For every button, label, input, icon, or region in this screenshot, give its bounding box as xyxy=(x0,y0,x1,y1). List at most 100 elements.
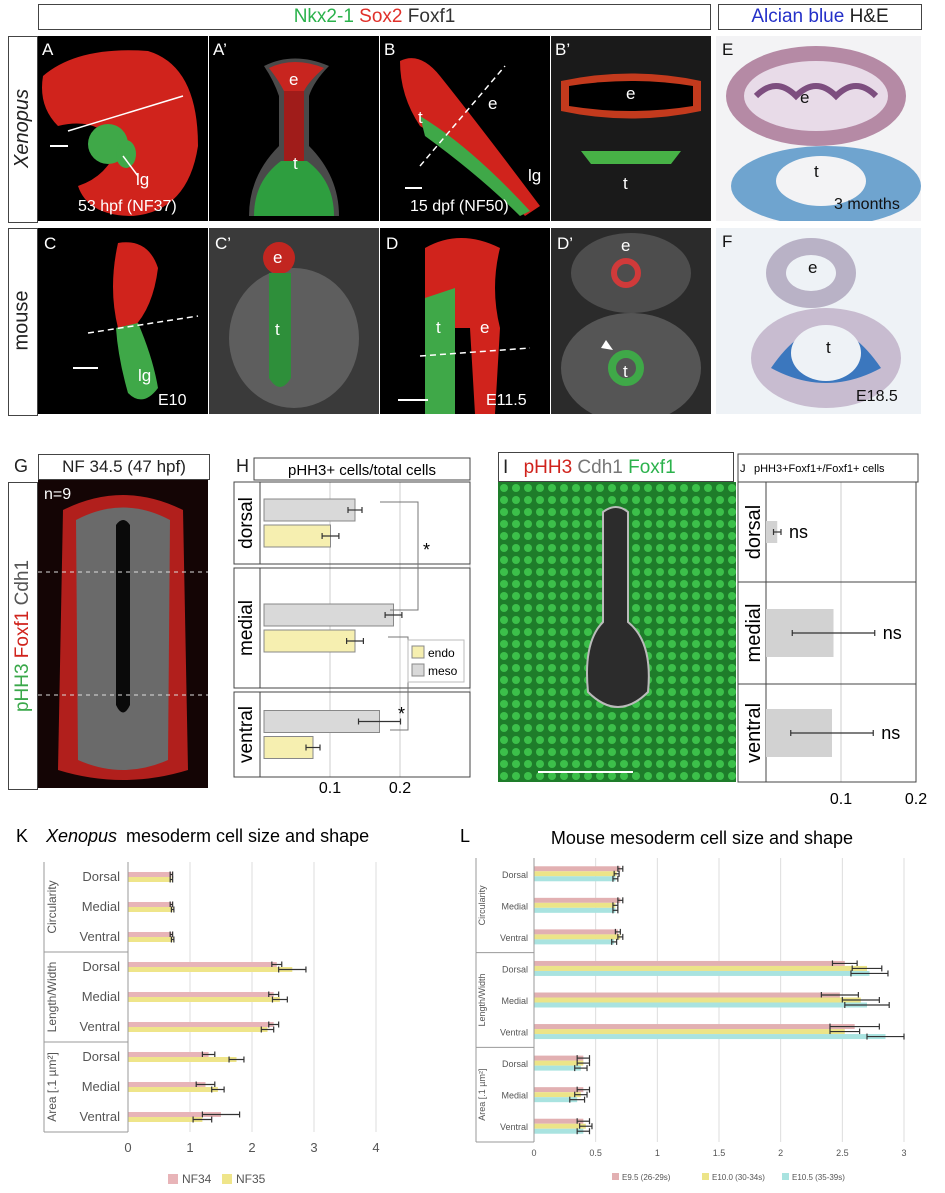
chart-l-bar-0-2 xyxy=(534,929,618,935)
panel-g-side-label: pHH3 Foxf1 Cdh1 xyxy=(8,482,38,790)
panel-c-lg: lg xyxy=(138,366,152,385)
chart-j-tick-0: 0.1 xyxy=(830,791,852,808)
chart-l-letter: L xyxy=(460,826,470,846)
panel-a2-letter: A’ xyxy=(213,40,227,59)
chart-h-group-label-ventral: ventral xyxy=(236,706,257,763)
panel-d2: D’ e t xyxy=(551,228,711,414)
chart-l-group-label-2: Area [.1 µm²] xyxy=(477,1069,487,1121)
chart-l-tick-1: 0.5 xyxy=(589,1148,602,1158)
panel-c2: C’ e t xyxy=(209,228,379,414)
chart-k-group-label-1: Length/Width xyxy=(45,962,59,1033)
chart-k-bar-0-0 xyxy=(128,872,172,877)
chart-l-bar-1-7 xyxy=(534,1092,581,1098)
chart-l-bar-1-2 xyxy=(534,934,621,940)
chart-l-bar-2-0 xyxy=(534,876,616,882)
chart-l-bar-1-1 xyxy=(534,902,616,908)
panel-c: C lg E10 xyxy=(38,228,208,414)
side-foxf1: Foxf1 xyxy=(12,610,33,659)
chart-j-title: pHH3+Foxf1+/Foxf1+ cells xyxy=(754,463,885,475)
panel-d-letter: D xyxy=(386,234,399,253)
panel-g-side-text: pHH3 Foxf1 Cdh1 xyxy=(12,483,34,789)
chart-h-bar-meso-dorsal xyxy=(263,498,356,522)
panel-i-cdh1: Cdh1 xyxy=(577,457,623,478)
panel-e: E e t 3 months xyxy=(716,36,921,221)
chart-k: K Xenopus mesoderm cell size and shape 0 1 2 3… xyxy=(16,826,380,1186)
stain-legend-header: Nkx2-1 Sox2 Foxf1 xyxy=(38,4,711,30)
panel-i-letter: I xyxy=(503,457,509,478)
chart-k-row-label-0: Dorsal xyxy=(82,869,120,884)
chart-k-row-label-3: Dorsal xyxy=(82,959,120,974)
chart-l-title: Mouse mesoderm cell size and shape xyxy=(551,828,853,848)
chart-l-bar-1-3 xyxy=(534,965,867,971)
panel-g-letter: G xyxy=(14,456,29,476)
panel-b2-letter: B’ xyxy=(555,40,571,59)
panel-e-stage: 3 months xyxy=(834,196,900,213)
chart-j-annot-dorsal: ns xyxy=(789,522,808,542)
panel-b-t: t xyxy=(418,108,423,127)
chart-k-tick-1: 1 xyxy=(186,1140,193,1155)
panel-i-image xyxy=(498,482,736,782)
chart-k-bar-0-5 xyxy=(128,1022,274,1027)
chart-l-row-label-5: Ventral xyxy=(500,1028,528,1038)
chart-k-letter: K xyxy=(16,826,28,846)
chart-l-bar-1-8 xyxy=(534,1123,586,1129)
chart-l-bar-1-0 xyxy=(534,871,617,877)
chart-h-bar-meso-medial xyxy=(263,603,394,627)
chart-j-group-label-dorsal: dorsal xyxy=(743,505,765,559)
chart-h-section-ventral xyxy=(233,691,471,778)
chart-l-bar-2-7 xyxy=(534,1097,578,1103)
panel-d2-letter: D’ xyxy=(557,234,574,253)
panel-f-t: t xyxy=(826,338,831,357)
chart-j-bar-dorsal xyxy=(766,521,778,543)
chart-k-bar-1-3 xyxy=(128,967,293,972)
panel-d-t: t xyxy=(436,318,441,337)
panel-b2-e: e xyxy=(626,84,636,103)
chart-j-group-box-dorsal xyxy=(737,481,767,583)
panel-b2-t: t xyxy=(623,174,628,193)
panel-a2: A’ e t xyxy=(209,36,379,221)
row-label-xenopus: Xenopus xyxy=(8,36,38,223)
chart-l-tick-2: 1 xyxy=(655,1148,660,1158)
chart-k-bar-0-3 xyxy=(128,962,277,967)
chart-l-bar-2-8 xyxy=(534,1128,584,1134)
panel-d: D t e E11.5 xyxy=(380,228,550,414)
panel-a-letter: A xyxy=(42,40,54,59)
chart-k-group-label-2: Area [.1 µm²] xyxy=(45,1052,59,1122)
chart-h-group-box-medial xyxy=(233,567,261,689)
chart-l-tick-4: 2 xyxy=(778,1148,783,1158)
panel-a2-e: e xyxy=(289,70,299,89)
chart-l-tick-0: 0 xyxy=(531,1148,536,1158)
chart-k-legend-nf34: NF34 xyxy=(182,1172,212,1186)
chart-h-legend-meso-swatch xyxy=(411,663,425,677)
chart-h-bar-endo-medial xyxy=(263,629,356,653)
panel-a-image xyxy=(42,50,198,217)
stain-foxf1: Foxf1 xyxy=(407,6,456,27)
chart-l-bar-2-4 xyxy=(534,1002,867,1008)
stain-alcian: Alcian blue xyxy=(751,6,845,27)
chart-h: pHH3+ cells/total cells dorsal medial ventr… xyxy=(233,457,471,797)
panel-d2-e: e xyxy=(621,236,631,255)
chart-l-bar-0-7 xyxy=(534,1087,584,1093)
panel-f-e: e xyxy=(808,258,818,277)
chart-j-group-label-medial: medial xyxy=(743,604,765,663)
side-cdh1: Cdh1 xyxy=(12,559,33,606)
chart-l-bar-0-6 xyxy=(534,1055,584,1061)
chart-l-bar-2-5 xyxy=(534,1034,886,1040)
chart-k-row-label-8: Ventral xyxy=(80,1109,121,1124)
chart-j-tick-1: 0.2 xyxy=(905,791,927,808)
chart-j-annot-ventral: ns xyxy=(881,723,900,743)
chart-l-legend-swatch-1 xyxy=(702,1173,709,1180)
panel-c-stage: E10 xyxy=(158,392,187,409)
chart-l-bar-0-4 xyxy=(534,992,840,998)
chart-l-tick-3: 1.5 xyxy=(713,1148,726,1158)
stain-nkx2-1: Nkx2-1 xyxy=(293,6,354,27)
chart-l-legend-2: E10.5 (35-39s) xyxy=(792,1173,845,1182)
stain-sox2: Sox2 xyxy=(359,6,403,27)
panel-b-image xyxy=(400,58,540,217)
chart-k-bar-0-7 xyxy=(128,1082,206,1087)
chart-h-sig-2: * xyxy=(398,704,405,724)
panel-c-letter: C xyxy=(44,234,57,253)
chart-l-bar-2-1 xyxy=(534,907,616,913)
chart-k-row-label-5: Ventral xyxy=(80,1019,121,1034)
panel-d-stage: E11.5 xyxy=(486,392,527,409)
